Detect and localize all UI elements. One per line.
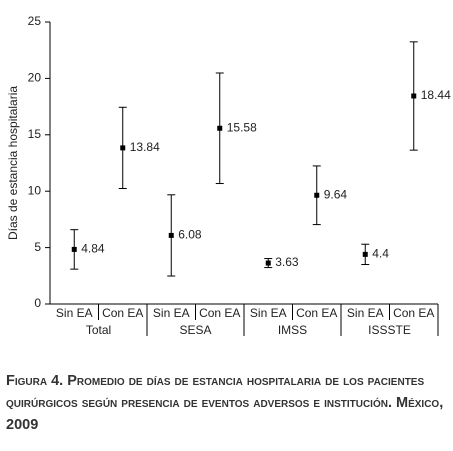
value-label: 15.58 bbox=[227, 120, 257, 134]
x-tick-label: Sin EA bbox=[153, 306, 190, 320]
y-tick-label: 25 bbox=[28, 14, 42, 28]
x-tick-label: Sin EA bbox=[347, 306, 384, 320]
x-tick-label: Sin EA bbox=[56, 306, 93, 320]
marker bbox=[265, 260, 271, 266]
x-tick-label: Sin EA bbox=[250, 306, 287, 320]
y-tick-label: 10 bbox=[28, 183, 42, 197]
group-label: SESA bbox=[179, 323, 211, 337]
y-tick-label: 5 bbox=[34, 240, 41, 254]
marker bbox=[71, 246, 77, 252]
group-label: ISSSTE bbox=[368, 323, 411, 337]
marker bbox=[217, 125, 223, 131]
marker bbox=[168, 232, 174, 238]
marker bbox=[362, 251, 368, 257]
marker bbox=[411, 93, 417, 99]
x-tick-label: Con EA bbox=[199, 306, 240, 320]
y-axis-label: Días de estancia hospitalaria bbox=[6, 86, 20, 240]
group-label: Total bbox=[86, 323, 111, 337]
y-tick-label: 0 bbox=[34, 296, 41, 310]
x-tick-label: Con EA bbox=[393, 306, 434, 320]
x-tick-label: Con EA bbox=[102, 306, 143, 320]
value-label: 13.84 bbox=[130, 140, 160, 154]
value-label: 6.08 bbox=[178, 228, 202, 242]
value-label: 18.44 bbox=[421, 88, 451, 102]
value-label: 3.63 bbox=[275, 255, 299, 269]
marker bbox=[314, 192, 320, 198]
value-label: 4.84 bbox=[81, 242, 105, 256]
group-label: IMSS bbox=[278, 323, 307, 337]
marker bbox=[120, 145, 126, 151]
y-tick-label: 15 bbox=[28, 127, 42, 141]
value-label: 4.4 bbox=[372, 247, 389, 261]
y-tick-label: 20 bbox=[28, 71, 42, 85]
x-tick-label: Con EA bbox=[296, 306, 337, 320]
caption: Figura 4. Promedio de días de estancia h… bbox=[6, 373, 444, 433]
chart: Días de estancia hospitalaria 0 5 10 15 20 25… bbox=[6, 14, 451, 337]
value-label: 9.64 bbox=[324, 187, 348, 201]
